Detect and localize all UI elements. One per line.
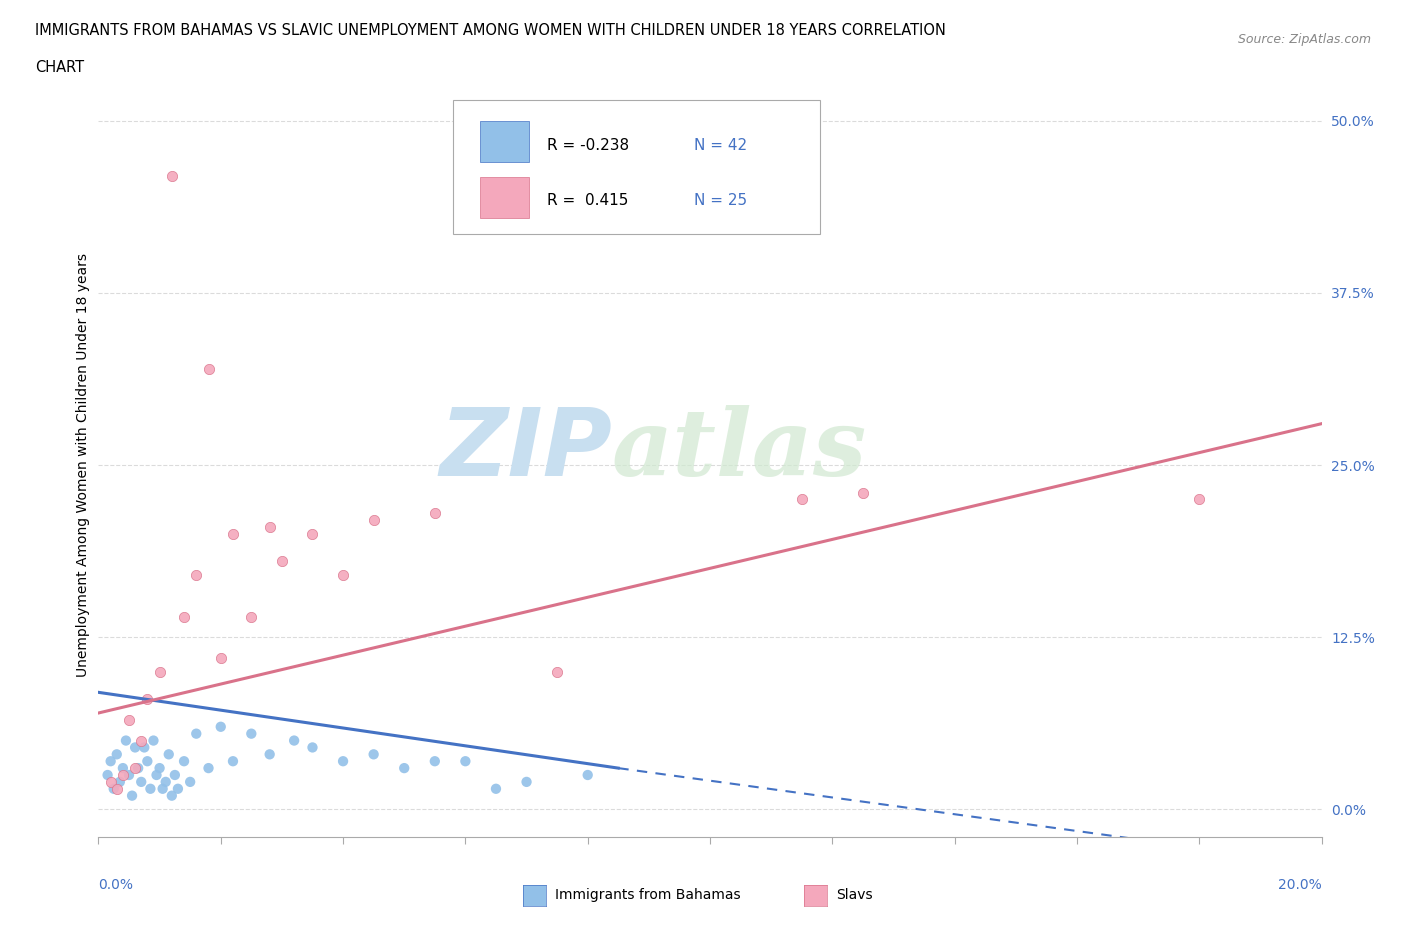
Point [129,775,152,790]
Text: Immigrants from Bahamas: Immigrants from Bahamas [555,887,741,902]
Point [363,512,385,527]
Text: 0.0%: 0.0% [98,878,134,892]
Point [124,740,146,755]
Point [222,754,245,769]
Y-axis label: Unemployment Among Women with Children Under 18 years: Unemployment Among Women with Children U… [76,253,90,677]
Point [152,781,174,796]
Point [100,754,122,769]
Point [136,754,159,769]
Point [97,767,120,782]
Point [179,775,201,790]
Point [186,726,208,741]
Point [149,664,172,679]
Point [105,781,128,796]
Point [270,554,294,569]
Text: Slavs: Slavs [837,887,873,902]
Point [118,767,141,782]
FancyBboxPatch shape [479,121,529,162]
Point [108,775,131,790]
Text: 20.0%: 20.0% [1278,878,1322,892]
Point [332,754,354,769]
Point [167,781,190,796]
Point [423,506,446,521]
Point [129,733,152,748]
Point [240,726,263,741]
Point [121,789,143,804]
Point [100,775,122,790]
Point [576,767,599,782]
Point [283,733,305,748]
Point [139,781,162,796]
Point [197,361,219,376]
Point [145,767,167,782]
Text: R =  0.415: R = 0.415 [547,193,628,208]
Point [173,754,195,769]
Point [197,761,219,776]
Point [240,609,263,624]
Point [186,568,208,583]
Text: IMMIGRANTS FROM BAHAMAS VS SLAVIC UNEMPLOYMENT AMONG WOMEN WITH CHILDREN UNDER 1: IMMIGRANTS FROM BAHAMAS VS SLAVIC UNEMPL… [35,23,946,38]
Point [209,650,232,665]
Point [160,789,183,804]
Point [173,609,195,624]
Point [111,761,134,776]
Point [1188,492,1211,507]
FancyBboxPatch shape [453,100,820,234]
FancyBboxPatch shape [479,177,529,218]
Text: N = 42: N = 42 [695,138,747,153]
Text: atlas: atlas [612,405,868,495]
Point [485,781,508,796]
Point [546,664,568,679]
Point [124,761,146,776]
Point [134,740,156,755]
Point [363,747,385,762]
Point [516,775,538,790]
Point [790,492,813,507]
Text: Source: ZipAtlas.com: Source: ZipAtlas.com [1237,33,1371,46]
Text: CHART: CHART [35,60,84,75]
Point [118,712,141,727]
Text: R = -0.238: R = -0.238 [547,138,630,153]
Point [115,733,138,748]
Point [111,767,134,782]
Point [127,761,149,776]
Point [332,568,354,583]
Point [136,692,159,707]
Point [392,761,416,776]
Point [103,781,125,796]
Point [155,775,177,790]
Point [222,526,245,541]
Point [852,485,875,500]
Text: N = 25: N = 25 [695,193,747,208]
Point [105,747,128,762]
Point [259,747,281,762]
Point [157,747,180,762]
Point [259,520,281,535]
Text: ZIP: ZIP [439,405,612,496]
Point [301,740,323,755]
Point [209,719,232,734]
Point [423,754,446,769]
Point [149,761,172,776]
Point [163,767,186,782]
Point [301,526,323,541]
Point [160,168,183,183]
Point [454,754,477,769]
Point [142,733,165,748]
